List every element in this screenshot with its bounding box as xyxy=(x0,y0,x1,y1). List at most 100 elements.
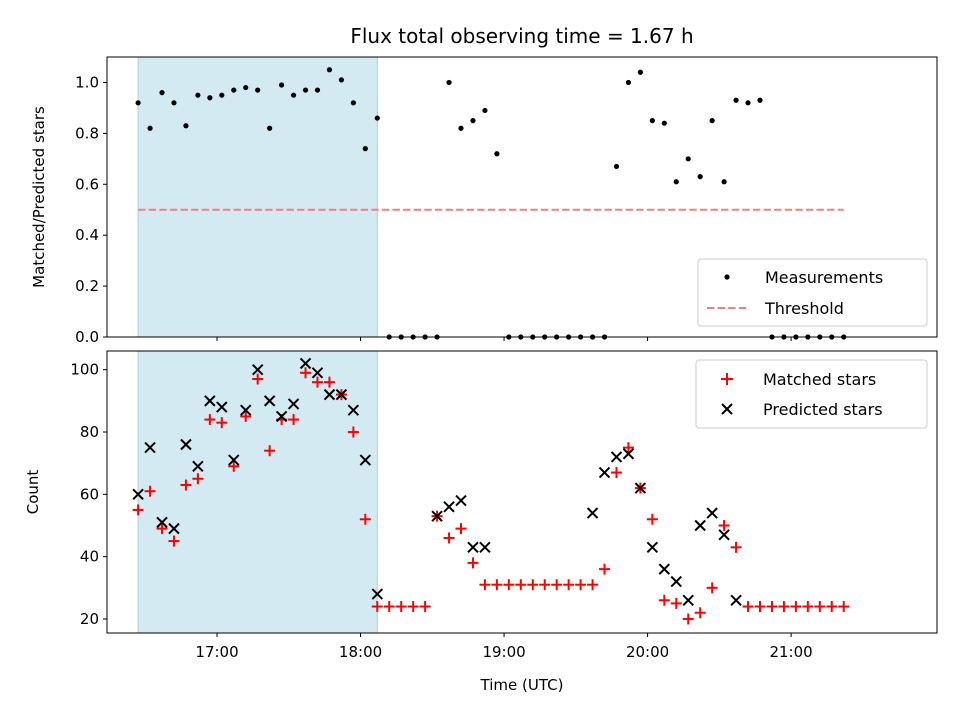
matched-stars-point xyxy=(706,582,718,594)
bot-x-tick-label: 21:00 xyxy=(769,643,812,661)
measurements-point xyxy=(685,156,691,162)
predicted-stars-point xyxy=(455,494,467,507)
matched-stars-point xyxy=(132,504,144,516)
matched-stars-point xyxy=(563,579,575,591)
predicted-stars-point xyxy=(251,363,264,376)
measurements-point xyxy=(697,174,703,180)
measurements-point xyxy=(613,163,620,170)
matched-stars-point xyxy=(670,597,682,609)
predicted-stars-point xyxy=(192,460,204,472)
matched-stars-point xyxy=(216,417,228,429)
matched-stars-point xyxy=(515,579,527,591)
predicted-stars-point xyxy=(359,454,372,466)
matched-stars-point xyxy=(383,601,395,613)
matched-stars-point xyxy=(790,601,802,613)
bot-y-tick-label: 60 xyxy=(80,485,99,503)
bottom-axes-frame xyxy=(106,350,938,634)
predicted-stars-point xyxy=(275,410,288,423)
predicted-stars-point xyxy=(335,388,348,401)
matched-stars-point xyxy=(599,563,611,575)
bot-y-tick-label: 100 xyxy=(70,361,99,379)
measurements-point xyxy=(350,100,356,106)
top-shaded-region xyxy=(137,56,378,338)
matched-stars-point xyxy=(718,519,730,531)
measurements-point xyxy=(482,107,488,114)
matched-stars-point xyxy=(754,601,766,613)
measurements-point xyxy=(721,179,727,185)
matched-stars-point xyxy=(778,601,790,613)
measurements-point xyxy=(470,118,476,124)
matched-stars-point xyxy=(359,513,371,525)
top-y-tick-label: 0.2 xyxy=(75,277,99,295)
measurements-point xyxy=(362,146,368,152)
measurements-point xyxy=(757,97,763,103)
measurements-point xyxy=(171,100,177,106)
matched-stars-point xyxy=(228,460,240,472)
matched-stars-point xyxy=(288,414,300,426)
matched-stars-point xyxy=(204,414,216,426)
measurements-point xyxy=(207,95,213,101)
matched-stars-point xyxy=(180,479,192,491)
matched-stars-point xyxy=(838,601,850,613)
predicted-stars-point xyxy=(347,404,360,416)
legend-label-matched-stars: Matched stars xyxy=(763,370,876,389)
top-y-tick-label: 0.0 xyxy=(75,328,99,346)
chart-title: Flux total observing time = 1.67 h xyxy=(350,24,693,48)
matched-stars-point xyxy=(419,601,431,613)
predicted-stars-point xyxy=(718,529,730,541)
predicted-stars-point xyxy=(180,438,192,451)
matched-stars-point xyxy=(479,579,491,591)
top-y-tick-label: 0.6 xyxy=(75,175,99,193)
matched-stars-point xyxy=(610,467,622,479)
predicted-stars-point xyxy=(287,398,300,410)
bottom-axes: 20 40 60 80 100 17:00 18:00 19:00 20:00 21:00 Cou… xyxy=(24,350,938,694)
top-legend: Measurements Threshold xyxy=(697,258,928,327)
matched-stars-point xyxy=(658,594,670,606)
matched-stars-point xyxy=(730,541,742,553)
measurements-point xyxy=(147,125,153,131)
top-axes-frame xyxy=(106,56,938,338)
predicted-stars-point xyxy=(228,454,240,466)
predicted-stars-point xyxy=(634,482,647,494)
measurements-point xyxy=(733,97,739,103)
matched-stars-point xyxy=(455,523,467,535)
predicted-stars-point xyxy=(706,507,718,519)
matched-stars-point xyxy=(311,376,323,388)
legend-marker-matched-stars xyxy=(721,373,733,385)
matched-stars-point xyxy=(587,579,599,591)
measurements-point xyxy=(219,92,225,98)
predicted-stars-point xyxy=(730,594,742,606)
matched-stars-point xyxy=(264,445,276,457)
predicted-stars-point xyxy=(144,441,156,454)
measurements-point xyxy=(290,92,297,98)
matched-stars-point xyxy=(395,601,407,613)
matched-stars-point xyxy=(622,442,634,454)
measurements-point xyxy=(195,92,201,98)
measurements-point xyxy=(279,82,285,88)
legend-label-measurements: Measurements xyxy=(765,268,883,287)
matched-stars-point xyxy=(347,426,359,438)
matched-stars-point xyxy=(300,367,312,379)
top-y-axis-label: Matched/Predicted stars xyxy=(30,106,48,288)
legend-label-predicted-stars: Predicted stars xyxy=(763,400,883,419)
matched-stars-point xyxy=(575,579,587,591)
predicted-stars-point xyxy=(156,516,168,529)
predicted-stars-point xyxy=(622,448,635,460)
matched-stars-point xyxy=(168,535,180,547)
matched-stars-point xyxy=(742,601,754,613)
predicted-stars-point xyxy=(323,388,336,401)
measurements-point xyxy=(673,179,679,185)
matched-stars-point xyxy=(826,601,838,613)
bottom-legend-box xyxy=(695,359,928,429)
measurements-point xyxy=(183,123,189,129)
predicted-stars-point xyxy=(299,357,312,370)
matched-stars-point xyxy=(144,485,156,497)
matched-stars-point xyxy=(491,579,503,591)
measurements-point xyxy=(326,67,333,73)
measurements-point xyxy=(243,84,249,91)
matched-stars-point xyxy=(467,557,479,569)
bottom-x-axis-label: Time (UTC) xyxy=(480,676,564,694)
predicted-stars-point xyxy=(467,541,479,554)
measurements-point xyxy=(709,118,715,124)
